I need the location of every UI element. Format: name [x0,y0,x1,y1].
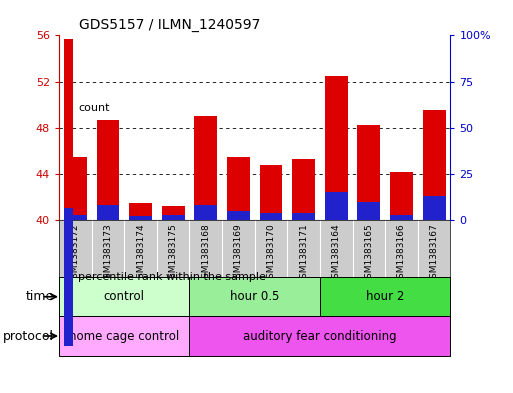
Text: GSM1383171: GSM1383171 [299,223,308,284]
Text: GSM1383164: GSM1383164 [332,223,341,284]
Bar [96,205,120,220]
Text: GSM1383168: GSM1383168 [201,223,210,284]
Bar [260,165,283,220]
Bar [358,202,380,220]
Bar [390,172,413,220]
Bar [260,213,283,220]
Bar [64,156,87,220]
Bar [320,277,450,316]
Bar [358,125,380,220]
Text: GSM1383165: GSM1383165 [364,223,373,284]
Text: GSM1383173: GSM1383173 [104,223,112,284]
Bar [325,76,348,220]
Text: GSM1383174: GSM1383174 [136,223,145,284]
Text: percentile rank within the sample: percentile rank within the sample [78,272,266,282]
Bar [325,192,348,220]
Bar [162,206,185,220]
Text: GDS5157 / ILMN_1240597: GDS5157 / ILMN_1240597 [78,18,260,31]
Bar [64,39,73,177]
Bar [96,119,120,220]
Bar [129,217,152,220]
Text: control: control [104,290,145,303]
Text: GSM1383166: GSM1383166 [397,223,406,284]
Text: home cage control: home cage control [69,329,180,343]
Bar [129,203,152,220]
Bar [194,205,217,220]
Text: GSM1383169: GSM1383169 [234,223,243,284]
Bar [423,110,445,220]
Text: hour 2: hour 2 [366,290,404,303]
Bar [194,116,217,220]
Bar [292,159,315,220]
Bar [292,213,315,220]
Text: GSM1383167: GSM1383167 [429,223,439,284]
Bar [227,156,250,220]
Text: hour 0.5: hour 0.5 [230,290,280,303]
Bar [59,277,189,316]
Bar [64,215,87,220]
Text: protocol: protocol [3,329,54,343]
Text: GSM1383172: GSM1383172 [71,223,80,284]
Bar [189,316,450,356]
Text: time: time [26,290,54,303]
Text: GSM1383175: GSM1383175 [169,223,177,284]
Bar [189,277,320,316]
Bar [423,196,445,220]
Text: GSM1383170: GSM1383170 [267,223,275,284]
Bar [390,215,413,220]
Text: auditory fear conditioning: auditory fear conditioning [243,329,397,343]
Bar [227,211,250,220]
Text: count: count [78,103,110,113]
Bar [59,316,189,356]
Bar [64,208,73,346]
Bar [162,215,185,220]
